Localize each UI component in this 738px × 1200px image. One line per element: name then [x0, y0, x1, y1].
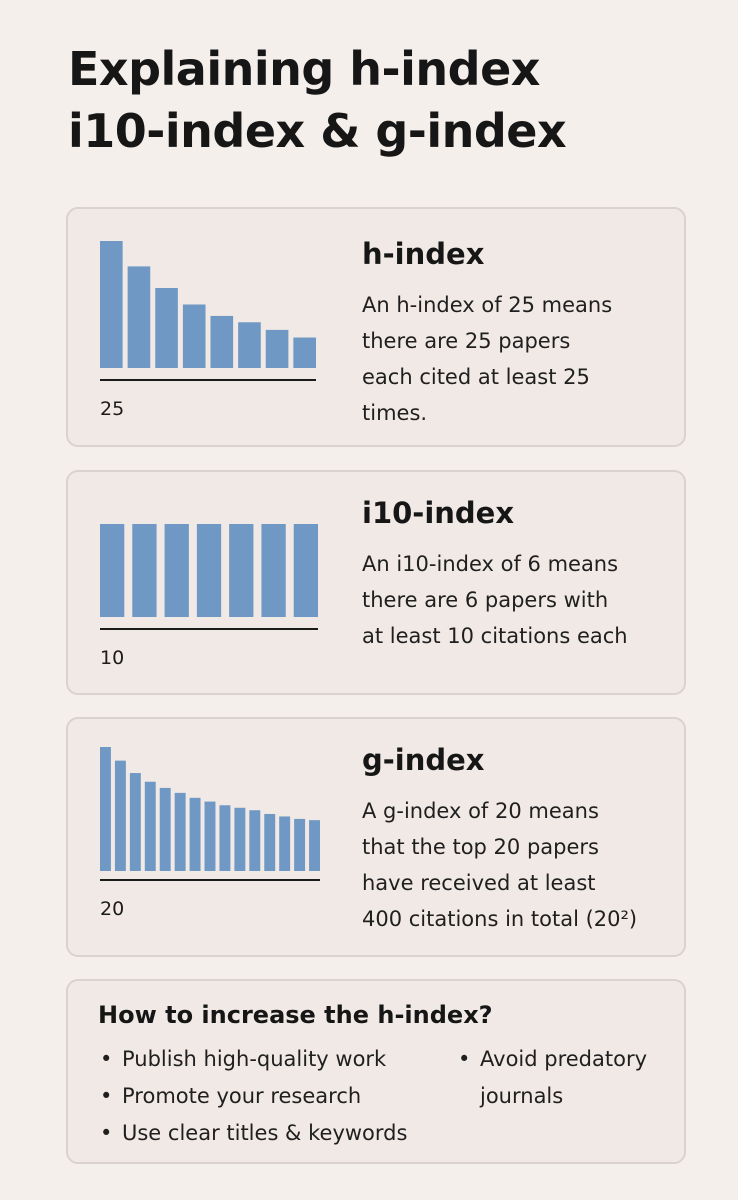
chart-bar [294, 818, 306, 871]
tip-item: Avoid predatory journals [456, 1041, 647, 1115]
chart-bar [100, 524, 125, 617]
chart-bar [155, 287, 178, 368]
chart-bar [144, 781, 156, 871]
i10-index-description: An i10-index of 6 means there are 6 pape… [362, 546, 677, 654]
h-index-description: An h-index of 25 means there are 25 pape… [362, 287, 677, 431]
chart-bar [127, 266, 151, 368]
chart-bar [189, 797, 201, 871]
chart-bar [174, 792, 186, 871]
chart-bar [264, 813, 276, 871]
g-index-description: A g-index of 20 means that the top 20 pa… [362, 793, 677, 937]
tip-item-line: journals [480, 1084, 564, 1108]
title-line-1: Explaining h-index [68, 42, 540, 96]
chart-bar [249, 810, 261, 871]
g-index-desc-line: that the top 20 papers [362, 835, 599, 859]
chart-bar [309, 820, 320, 871]
tip-item-line: Avoid predatory [480, 1047, 648, 1071]
chart-bar [204, 801, 216, 871]
chart-bar [261, 524, 286, 617]
chart-bar [234, 807, 246, 871]
chart-bar [196, 524, 222, 617]
i10-index-desc-line: An i10-index of 6 means [362, 552, 619, 576]
chart-bar [132, 524, 157, 617]
h-index-desc-line: each cited at least 25 [362, 365, 590, 389]
chart-axis-label: 25 [100, 398, 124, 420]
chart-bar [265, 329, 289, 368]
chart-bar [129, 773, 141, 871]
tips-card: How to increase the h-index? Publish hig… [66, 979, 686, 1164]
chart-bar [238, 322, 261, 368]
g-index-desc-line: 400 citations in total (20²) [362, 907, 638, 931]
chart-bar [229, 524, 254, 617]
chart-bar [293, 337, 317, 368]
h-index-chart: 25 [100, 241, 317, 420]
h-index-heading: h-index [362, 237, 485, 271]
h-index-desc-line: times. [362, 401, 428, 425]
chart-bar [164, 524, 189, 617]
chart-bar [159, 787, 171, 871]
i10-index-card: 10 i10-index An i10-index of 6 means the… [66, 470, 686, 695]
chart-bar [279, 816, 291, 871]
g-index-heading: g-index [362, 743, 485, 777]
g-index-card: 20 g-index A g-index of 20 means that th… [66, 717, 686, 957]
chart-bar [293, 524, 318, 617]
i10-index-chart: 10 [100, 524, 318, 669]
chart-bar [100, 747, 111, 871]
g-index-desc-line: A g-index of 20 means [362, 799, 599, 823]
chart-bar [182, 304, 206, 368]
h-index-card: 25 h-index An h-index of 25 means there … [66, 207, 686, 447]
i10-index-heading: i10-index [362, 496, 515, 530]
chart-bar [114, 760, 126, 871]
i10-index-desc-line: at least 10 citations each [362, 624, 628, 648]
chart-bar [219, 805, 231, 871]
tips-list-right: Avoid predatory journals [456, 1041, 647, 1115]
chart-axis-label: 20 [100, 898, 124, 920]
tip-item: Use clear titles & keywords [98, 1115, 407, 1152]
h-index-desc-line: there are 25 papers [362, 329, 571, 353]
h-index-desc-line: An h-index of 25 means [362, 293, 613, 317]
chart-axis-label: 10 [100, 647, 124, 669]
g-index-desc-line: have received at least [362, 871, 596, 895]
chart-bar [210, 315, 234, 368]
tip-item: Publish high-quality work [98, 1041, 407, 1078]
tips-list-left: Publish high-quality work Promote your r… [98, 1041, 407, 1152]
title-line-2: i10-index & g-index [68, 104, 567, 158]
g-index-chart: 20 [100, 747, 320, 920]
page-title: Explaining h-index i10-index & g-index [68, 38, 708, 162]
i10-index-desc-line: there are 6 papers with [362, 588, 609, 612]
tip-item: Promote your research [98, 1078, 407, 1115]
tips-heading: How to increase the h-index? [98, 1001, 493, 1029]
chart-bar [100, 241, 123, 368]
